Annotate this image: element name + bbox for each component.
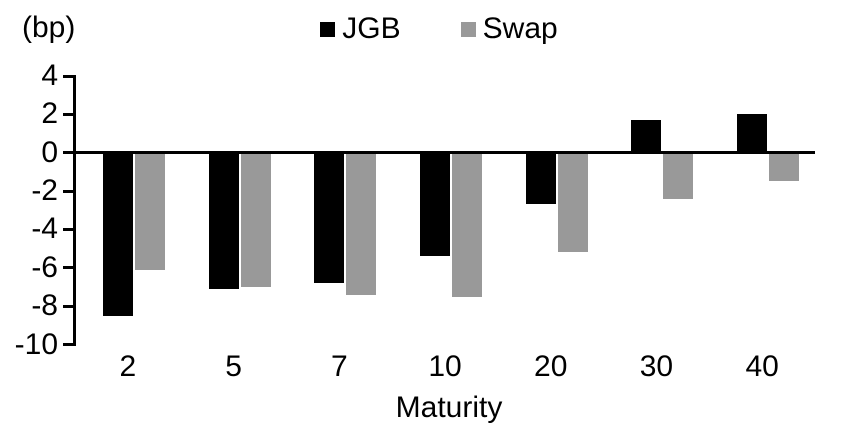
y-tick-mark xyxy=(63,304,73,308)
y-tick-label: 0 xyxy=(41,135,58,169)
y-tick-label: -8 xyxy=(31,289,58,323)
x-tick-label: 30 xyxy=(639,350,674,383)
y-tick-mark xyxy=(63,151,73,155)
bar-jgb-30 xyxy=(631,120,662,153)
bar-jgb-2 xyxy=(102,152,133,316)
bar-jgb-5 xyxy=(208,152,239,289)
legend-item-swap: Swap xyxy=(460,12,558,46)
bar-swap-2 xyxy=(134,152,165,270)
bar-jgb-7 xyxy=(314,152,345,284)
x-tick-label: 20 xyxy=(534,350,568,383)
legend-item-jgb: JGB xyxy=(320,12,401,46)
bar-swap-5 xyxy=(240,152,271,287)
y-tick-mark xyxy=(63,189,73,193)
x-tick-label: 10 xyxy=(428,350,462,383)
y-tick-mark xyxy=(63,343,73,346)
x-tick-label: 5 xyxy=(225,350,242,383)
y-tick-label: -10 xyxy=(14,327,58,361)
bar-swap-20 xyxy=(557,152,588,253)
y-tick-mark xyxy=(63,266,73,270)
y-axis-line xyxy=(73,74,76,346)
y-tick-label: -4 xyxy=(31,212,58,246)
x-tick-label: 7 xyxy=(330,350,348,383)
x-tick-label: 40 xyxy=(745,350,779,383)
legend: JGB Swap xyxy=(0,12,852,46)
y-tick-label: 2 xyxy=(41,97,58,131)
y-tick-mark xyxy=(63,112,73,116)
y-tick-mark xyxy=(63,227,73,231)
legend-label: JGB xyxy=(342,12,401,45)
bar-swap-30 xyxy=(663,152,694,199)
bar-jgb-40 xyxy=(737,114,768,153)
bar-swap-40 xyxy=(769,152,800,182)
x-tick-label: 2 xyxy=(119,350,137,383)
bar-swap-7 xyxy=(346,152,377,295)
bar-jgb-10 xyxy=(420,152,450,257)
y-tick-mark xyxy=(63,74,73,78)
zero-baseline xyxy=(73,151,815,155)
x-axis-title: Maturity xyxy=(395,391,503,424)
bar-swap-10 xyxy=(452,152,482,297)
bar-jgb-20 xyxy=(525,152,556,205)
legend-swatch-swap xyxy=(460,21,476,37)
legend-label: Swap xyxy=(482,12,558,45)
legend-swatch-jgb xyxy=(320,21,336,37)
y-tick-label: 4 xyxy=(41,59,58,92)
y-tick-label: -6 xyxy=(31,250,58,284)
y-axis-unit-label: (bp) xyxy=(22,11,76,44)
y-tick-label: -2 xyxy=(31,174,58,208)
